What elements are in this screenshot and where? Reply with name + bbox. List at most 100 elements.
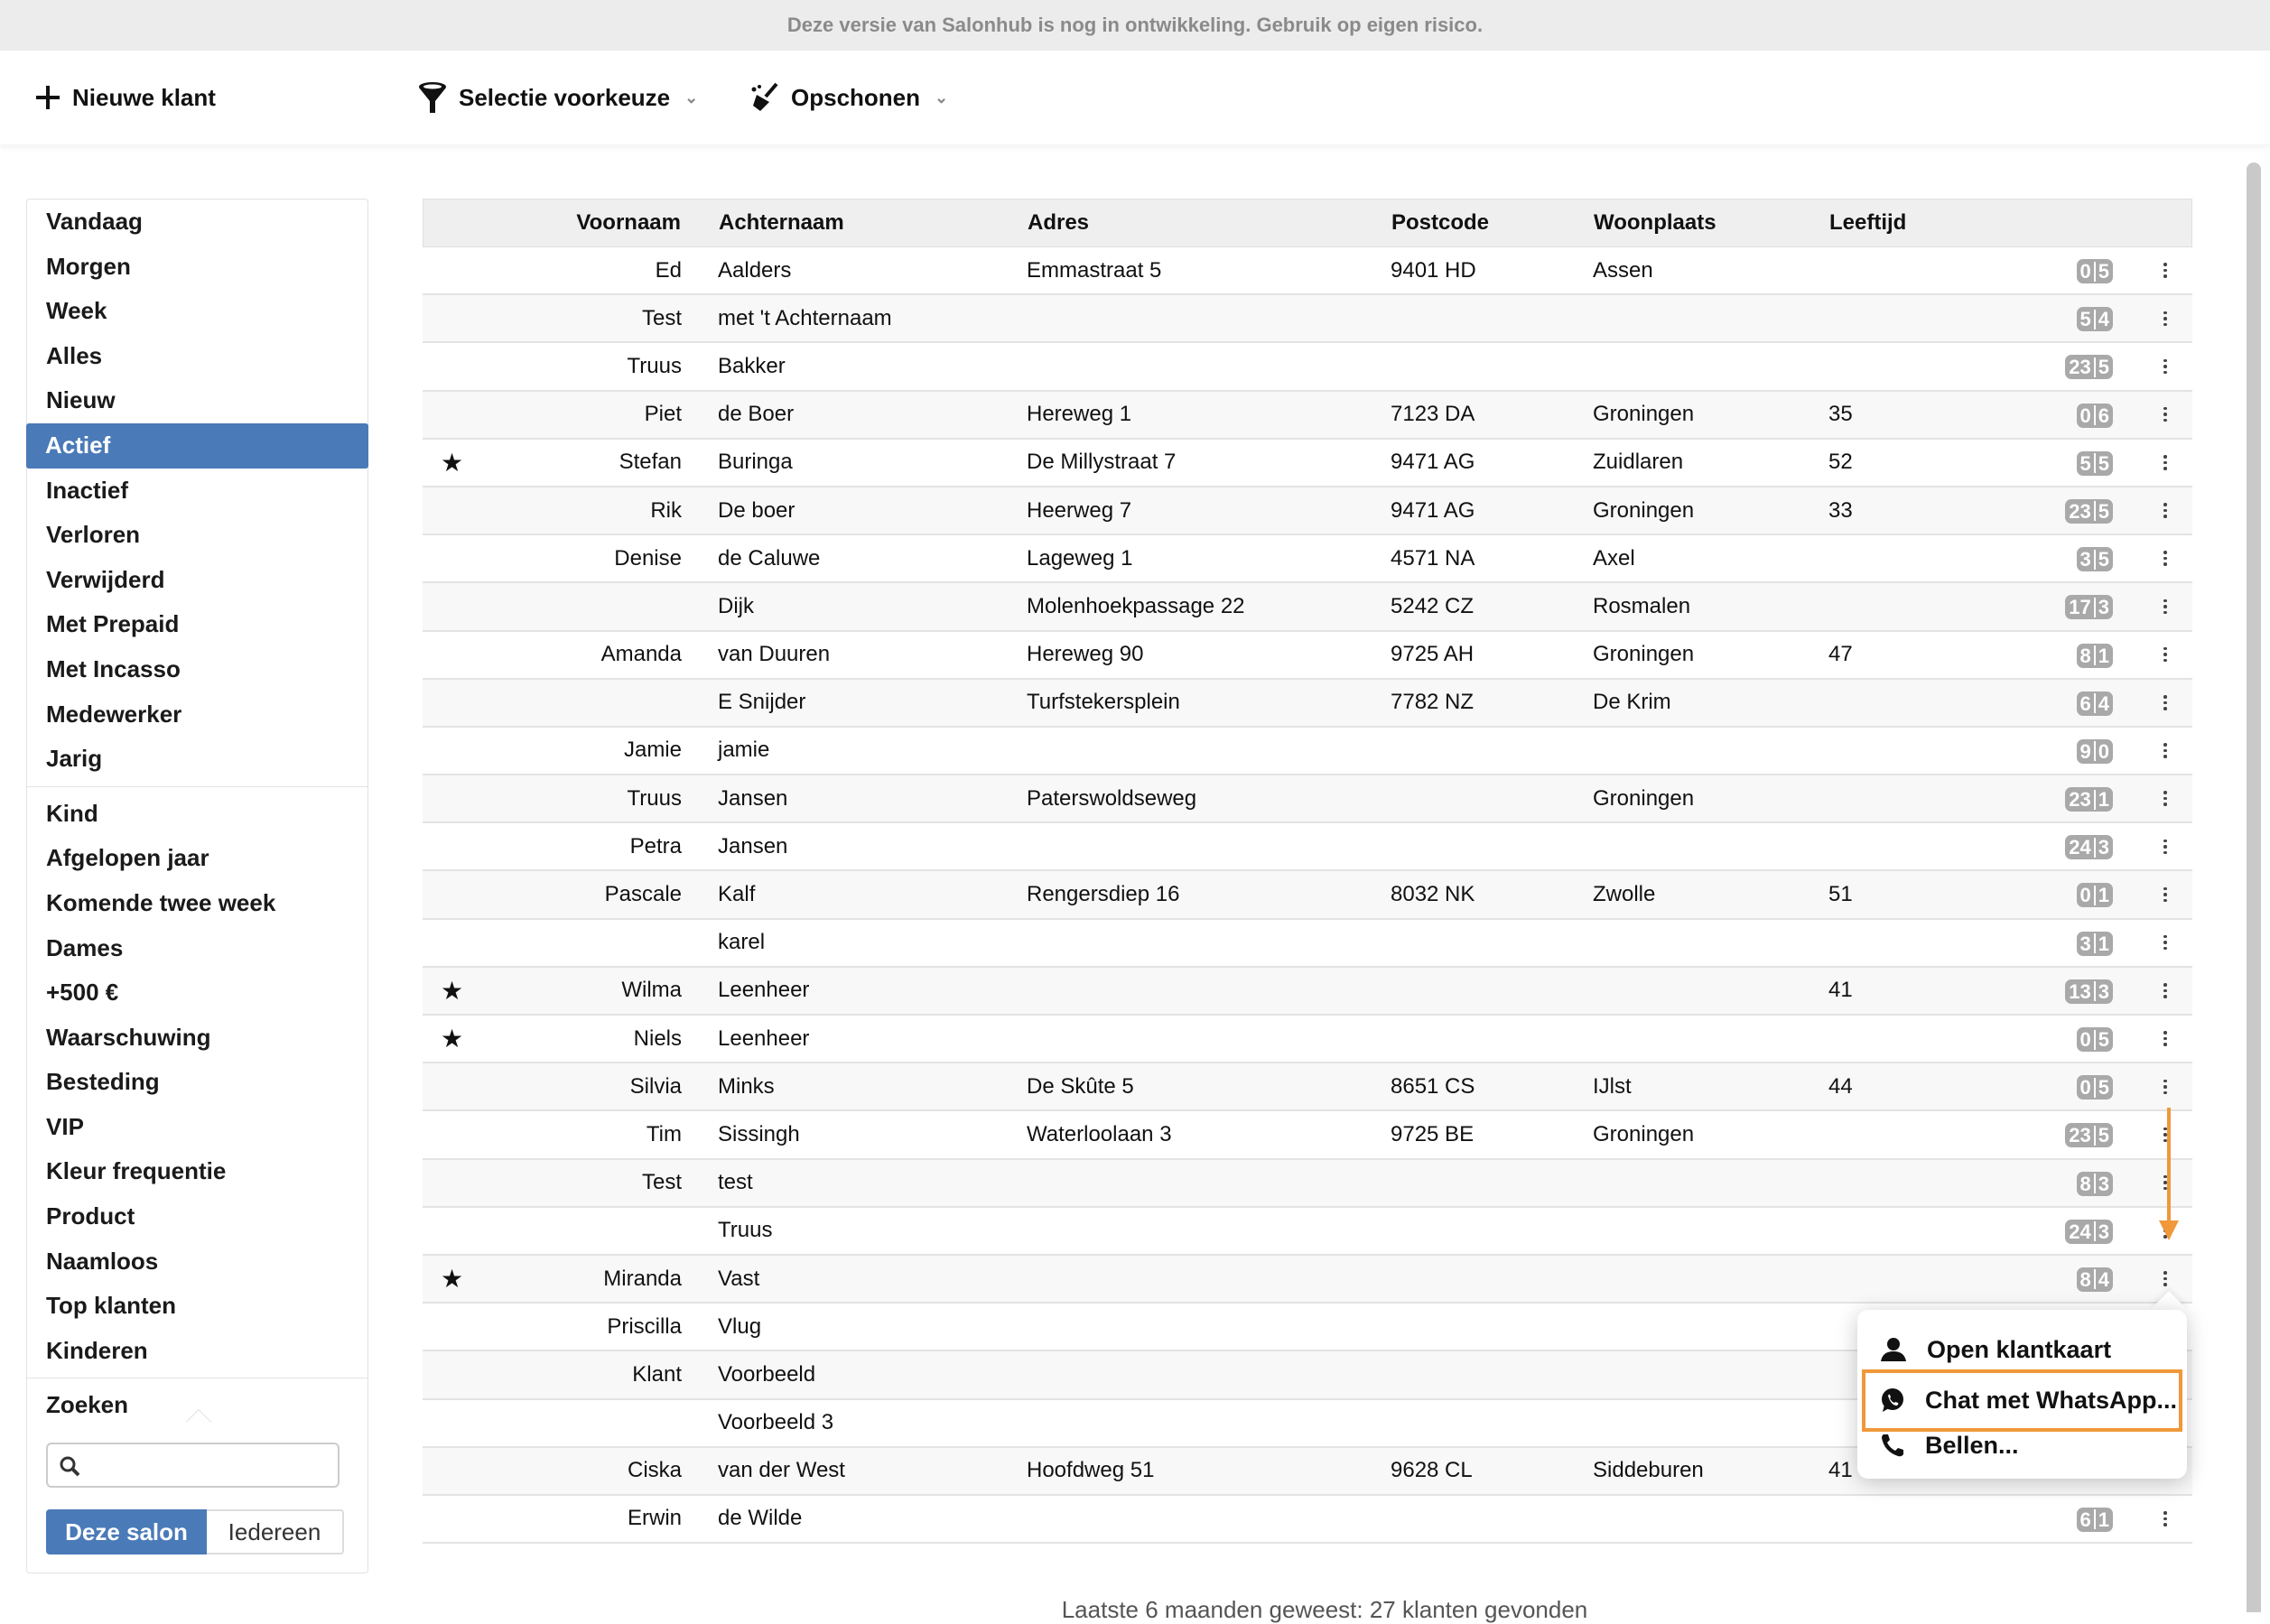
more-options-icon[interactable] xyxy=(2156,440,2174,486)
more-options-icon[interactable] xyxy=(2156,583,2174,629)
more-options-icon[interactable] xyxy=(2156,1256,2174,1302)
selection-preference-dropdown[interactable]: Selectie voorkeuze ⌄ xyxy=(417,51,698,144)
sidebar-item[interactable]: Dames xyxy=(46,933,124,961)
header-city[interactable]: Woonplaats xyxy=(1594,210,1716,235)
table-row[interactable]: Jamie jamie 9 0 xyxy=(423,728,2192,776)
table-row[interactable]: Truus 24 3 xyxy=(423,1208,2192,1256)
more-options-icon[interactable] xyxy=(2156,487,2174,534)
sidebar-item[interactable]: Met Incasso xyxy=(46,654,181,682)
age: 51 xyxy=(1828,882,1853,907)
dot xyxy=(2163,1276,2167,1281)
more-options-icon[interactable] xyxy=(2156,1063,2174,1109)
sidebar-item[interactable]: Kinderen xyxy=(46,1336,148,1364)
scope-this-salon-button[interactable]: Deze salon xyxy=(46,1509,207,1554)
more-options-icon[interactable] xyxy=(2156,728,2174,774)
more-options-icon[interactable] xyxy=(2156,343,2174,389)
more-options-icon[interactable] xyxy=(2156,295,2174,341)
cleanup-dropdown[interactable]: Opschonen ⌄ xyxy=(749,51,948,144)
sidebar-item[interactable]: Week xyxy=(46,297,107,325)
table-row[interactable]: Denise de Caluwe Lageweg 1 4571 NA Axel 3 5 xyxy=(423,535,2192,584)
more-options-icon[interactable] xyxy=(2156,535,2174,581)
sidebar-item[interactable]: Verloren xyxy=(46,521,141,549)
sidebar-item[interactable]: +500 € xyxy=(46,979,119,1007)
sidebar-item[interactable]: Afgelopen jaar xyxy=(46,844,209,872)
more-options-icon[interactable] xyxy=(2156,1016,2174,1062)
dot xyxy=(2163,1186,2167,1191)
sidebar-item[interactable]: Medewerker xyxy=(46,700,182,728)
header-postcode[interactable]: Postcode xyxy=(1391,210,1490,235)
table-row[interactable]: Dijk Molenhoekpassage 22 5242 CZ Rosmalen 17… xyxy=(423,583,2192,632)
sidebar-item[interactable]: Naamloos xyxy=(46,1247,159,1275)
table-row[interactable]: Rik De boer Heerweg 7 9471 AG Groningen 33 23 5 xyxy=(423,487,2192,536)
table-row[interactable]: Voorbeeld 3 xyxy=(423,1400,2192,1448)
badge-left: 8 xyxy=(2079,1267,2091,1291)
new-client-button[interactable]: Nieuwe klant xyxy=(34,51,216,144)
table-row[interactable]: Test test 8 3 xyxy=(423,1159,2192,1208)
sidebar-item[interactable]: Vandaag xyxy=(46,208,143,235)
toolbar: Nieuwe klant Selectie voorkeuze ⌄ Opscho… xyxy=(0,51,2270,144)
sidebar-item[interactable]: Verwijderd xyxy=(46,565,165,593)
sidebar-item[interactable]: Product xyxy=(46,1202,135,1230)
sidebar-item[interactable]: VIP xyxy=(46,1112,84,1140)
scope-everyone-button[interactable]: Iedereen xyxy=(207,1509,344,1554)
sidebar-item[interactable]: Kind xyxy=(46,799,98,827)
menu-item-whatsapp[interactable]: Chat met WhatsApp... xyxy=(1880,1373,2177,1427)
table-row[interactable]: Tim Sissingh Waterloolaan 3 9725 BE Groninge… xyxy=(423,1111,2192,1160)
more-options-icon[interactable] xyxy=(2156,823,2174,869)
badge-right: 5 xyxy=(2098,356,2109,379)
table-row[interactable]: ★ Wilma Leenheer 41 13 3 xyxy=(423,967,2192,1016)
sidebar-item[interactable]: Inactief xyxy=(46,476,129,504)
more-options-icon[interactable] xyxy=(2156,392,2174,438)
header-first-name[interactable]: Voornaam xyxy=(576,210,681,235)
sidebar-item[interactable]: Morgen xyxy=(46,252,131,280)
table-row[interactable]: Erwin de Wilde 6 1 xyxy=(423,1496,2192,1545)
header-age[interactable]: Leeftijd xyxy=(1829,210,1907,235)
badge-right: 5 xyxy=(2098,1028,2109,1051)
table-row[interactable]: Truus Jansen Paterswoldseweg Groningen 23 1 xyxy=(423,775,2192,824)
more-options-icon[interactable] xyxy=(2156,632,2174,678)
last-name: de Boer xyxy=(718,402,795,427)
more-options-icon[interactable] xyxy=(2156,775,2174,821)
sidebar-item[interactable]: Besteding xyxy=(46,1068,160,1096)
table-row[interactable]: Ed Aalders Emmastraat 5 9401 HD Assen 0 5 xyxy=(423,247,2192,296)
sidebar-item[interactable]: Komende twee week xyxy=(46,888,276,916)
sidebar-item[interactable]: Waarschuwing xyxy=(46,1023,211,1051)
more-options-icon[interactable] xyxy=(2156,1496,2174,1542)
table-row[interactable]: Silvia Minks De Skûte 5 8651 CS IJlst 44 0 5 xyxy=(423,1063,2192,1112)
table-row[interactable]: Petra Jansen 24 3 xyxy=(423,823,2192,872)
more-options-icon[interactable] xyxy=(2156,871,2174,917)
more-options-icon[interactable] xyxy=(2156,247,2174,293)
header-address[interactable]: Adres xyxy=(1028,210,1090,235)
table-row[interactable]: Pascale Kalf Rengersdiep 16 8032 NK Zwolle 51… xyxy=(423,871,2192,920)
table-row[interactable]: Truus Bakker 23 5 xyxy=(423,343,2192,392)
sidebar-item[interactable]: Kleur frequentie xyxy=(46,1157,227,1185)
table-row[interactable]: Piet de Boer Hereweg 1 7123 DA Groningen 35 0 6 xyxy=(423,391,2192,440)
sidebar-item[interactable]: Actief xyxy=(26,422,368,469)
menu-item-call[interactable]: Bellen... xyxy=(1880,1425,2019,1465)
menu-item-open-client-card[interactable]: Open klantkaart xyxy=(1880,1324,2111,1375)
table-row[interactable]: Test met 't Achternaam 5 4 xyxy=(423,295,2192,344)
more-options-icon[interactable] xyxy=(2156,1111,2174,1157)
sidebar-item[interactable]: Jarig xyxy=(46,745,103,773)
sidebar-item[interactable]: Met Prepaid xyxy=(46,610,180,638)
table-row[interactable]: Priscilla Vlug xyxy=(423,1304,2192,1352)
table-row[interactable]: Amanda van Duuren Hereweg 90 9725 AH Groning… xyxy=(423,632,2192,680)
more-options-icon[interactable] xyxy=(2156,680,2174,726)
table-row[interactable]: karel 3 1 xyxy=(423,920,2192,968)
scrollbar[interactable] xyxy=(2247,162,2261,1612)
more-options-icon[interactable] xyxy=(2156,920,2174,966)
sidebar-item[interactable]: Top klanten xyxy=(46,1292,176,1320)
table-row[interactable]: ★ Stefan Buringa De Millystraat 7 9471 AG Zui… xyxy=(423,440,2192,487)
table-row[interactable]: E Snijder Turfstekersplein 7782 NZ De Krim 6… xyxy=(423,679,2192,728)
dot xyxy=(2163,755,2167,758)
dot xyxy=(2163,658,2167,663)
sidebar-item[interactable]: Alles xyxy=(46,341,103,369)
header-last-name[interactable]: Achternaam xyxy=(719,210,844,235)
sidebar-item[interactable]: Nieuw xyxy=(46,386,116,414)
table-row[interactable]: ★ Miranda Vast 8 4 xyxy=(423,1255,2192,1304)
more-options-icon[interactable] xyxy=(2156,1160,2174,1206)
more-options-icon[interactable] xyxy=(2156,968,2174,1014)
search-input[interactable] xyxy=(46,1443,340,1488)
table-row[interactable]: ★ Niels Leenheer 0 5 xyxy=(423,1016,2192,1064)
